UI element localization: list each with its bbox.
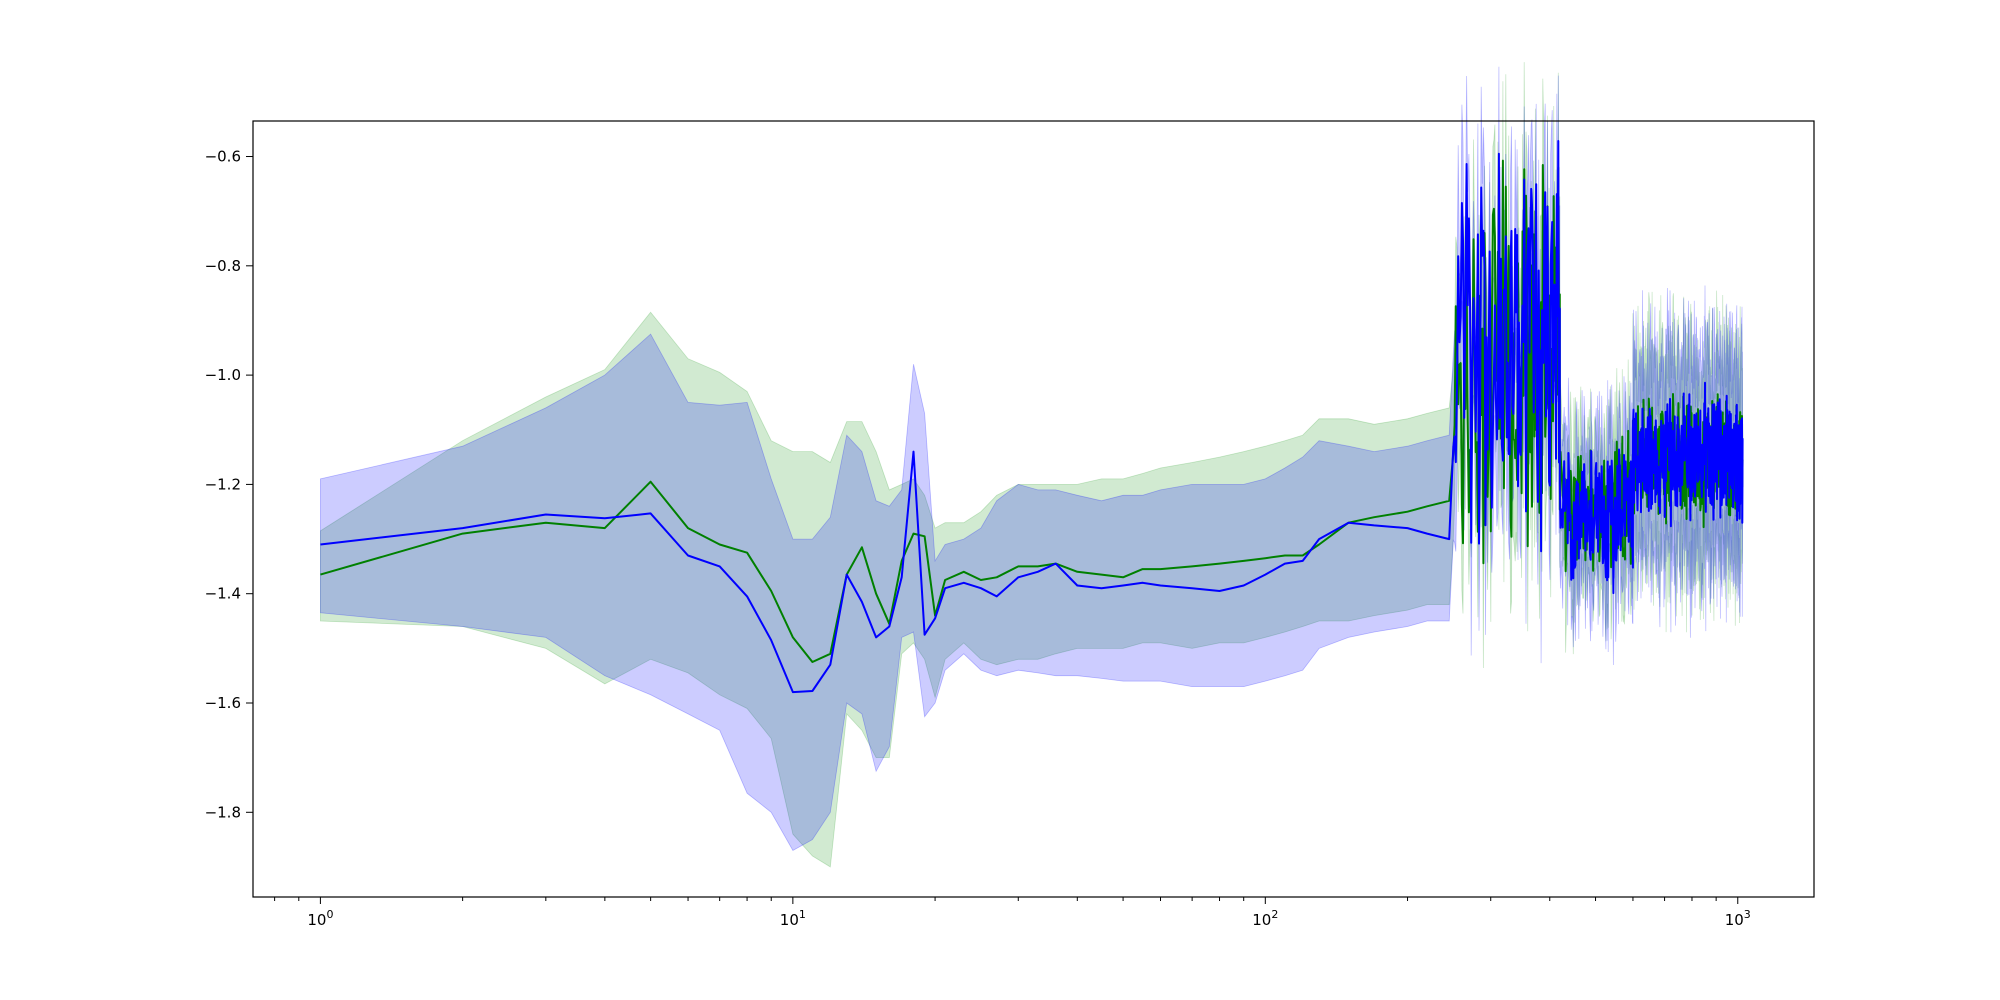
- x-axis-ticks: 100 101 102 103: [274, 897, 1751, 929]
- y-tick-label: −1.2: [205, 475, 241, 493]
- y-tick-label: −0.6: [205, 148, 241, 166]
- plot-area-frame: [252, 120, 1815, 898]
- x-tick-label: 103: [1725, 908, 1751, 929]
- x-tick-label: 100: [307, 908, 333, 929]
- y-axis-ticks: −0.6 −0.8 −1.0 −1.2 −1.4 −1.6 −1.8: [205, 148, 253, 821]
- mean-lines: [320, 140, 1744, 694]
- y-tick-label: −1.4: [205, 585, 241, 603]
- y-tick-label: −1.0: [205, 366, 241, 384]
- y-tick-label: −1.8: [205, 803, 241, 821]
- x-tick-label: 101: [780, 908, 806, 929]
- y-tick-label: −1.6: [205, 694, 241, 712]
- y-tick-label: −0.8: [205, 257, 241, 275]
- series-line-1: [320, 140, 1744, 694]
- x-tick-label: 102: [1252, 908, 1278, 929]
- confidence-band-0: [320, 62, 1743, 868]
